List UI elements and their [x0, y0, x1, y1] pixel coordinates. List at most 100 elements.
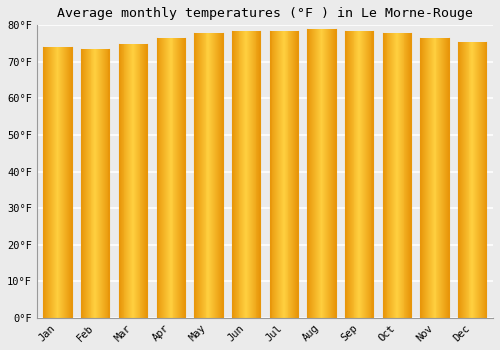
Bar [184, 38, 185, 318]
Bar [402, 33, 404, 318]
Bar [198, 33, 199, 318]
Bar [396, 33, 397, 318]
Bar [316, 29, 317, 318]
Bar [475, 42, 476, 318]
Bar [240, 31, 242, 318]
Bar [50, 47, 51, 318]
Bar [180, 38, 181, 318]
Bar [65, 47, 66, 318]
Bar [347, 31, 348, 318]
Bar [52, 47, 53, 318]
Bar [102, 49, 103, 318]
Bar [326, 29, 327, 318]
Bar [67, 47, 68, 318]
Bar [85, 49, 86, 318]
Bar [124, 43, 126, 318]
Bar [479, 42, 480, 318]
Bar [484, 42, 486, 318]
Bar [132, 43, 133, 318]
Bar [276, 31, 277, 318]
Bar [249, 31, 250, 318]
Bar [81, 49, 82, 318]
Bar [398, 33, 399, 318]
Bar [422, 38, 424, 318]
Bar [47, 47, 48, 318]
Bar [122, 43, 124, 318]
Bar [181, 38, 182, 318]
Bar [70, 47, 72, 318]
Bar [443, 38, 444, 318]
Bar [202, 33, 203, 318]
Bar [54, 47, 56, 318]
Bar [215, 33, 216, 318]
Bar [397, 33, 398, 318]
Bar [156, 38, 158, 318]
Bar [282, 31, 283, 318]
Bar [425, 38, 426, 318]
Bar [60, 47, 62, 318]
Bar [310, 29, 311, 318]
Bar [126, 43, 128, 318]
Bar [329, 29, 330, 318]
Bar [460, 42, 461, 318]
Bar [390, 33, 391, 318]
Bar [44, 47, 46, 318]
Bar [327, 29, 328, 318]
Bar [242, 31, 243, 318]
Bar [56, 47, 58, 318]
Bar [145, 43, 146, 318]
Bar [333, 29, 334, 318]
Bar [53, 47, 54, 318]
Bar [331, 29, 332, 318]
Bar [234, 31, 235, 318]
Bar [128, 43, 129, 318]
Bar [383, 33, 384, 318]
Bar [108, 49, 110, 318]
Bar [332, 29, 333, 318]
Bar [140, 43, 141, 318]
Bar [238, 31, 240, 318]
Bar [201, 33, 202, 318]
Bar [270, 31, 272, 318]
Bar [297, 31, 298, 318]
Bar [163, 38, 164, 318]
Bar [322, 29, 324, 318]
Bar [194, 33, 195, 318]
Bar [288, 31, 290, 318]
Bar [428, 38, 429, 318]
Bar [217, 33, 218, 318]
Bar [334, 29, 336, 318]
Bar [281, 31, 282, 318]
Bar [179, 38, 180, 318]
Bar [320, 29, 322, 318]
Bar [246, 31, 247, 318]
Bar [135, 43, 136, 318]
Bar [161, 38, 162, 318]
Bar [458, 42, 459, 318]
Bar [172, 38, 174, 318]
Bar [247, 31, 248, 318]
Bar [445, 38, 446, 318]
Bar [51, 47, 52, 318]
Bar [254, 31, 256, 318]
Bar [308, 29, 309, 318]
Bar [165, 38, 166, 318]
Bar [363, 31, 364, 318]
Bar [168, 38, 169, 318]
Bar [438, 38, 440, 318]
Bar [250, 31, 251, 318]
Bar [461, 42, 462, 318]
Bar [426, 38, 427, 318]
Bar [466, 42, 468, 318]
Bar [146, 43, 147, 318]
Bar [235, 31, 236, 318]
Bar [358, 31, 359, 318]
Bar [212, 33, 213, 318]
Bar [252, 31, 254, 318]
Bar [98, 49, 99, 318]
Bar [245, 31, 246, 318]
Bar [164, 38, 165, 318]
Bar [384, 33, 386, 318]
Bar [48, 47, 49, 318]
Bar [218, 33, 220, 318]
